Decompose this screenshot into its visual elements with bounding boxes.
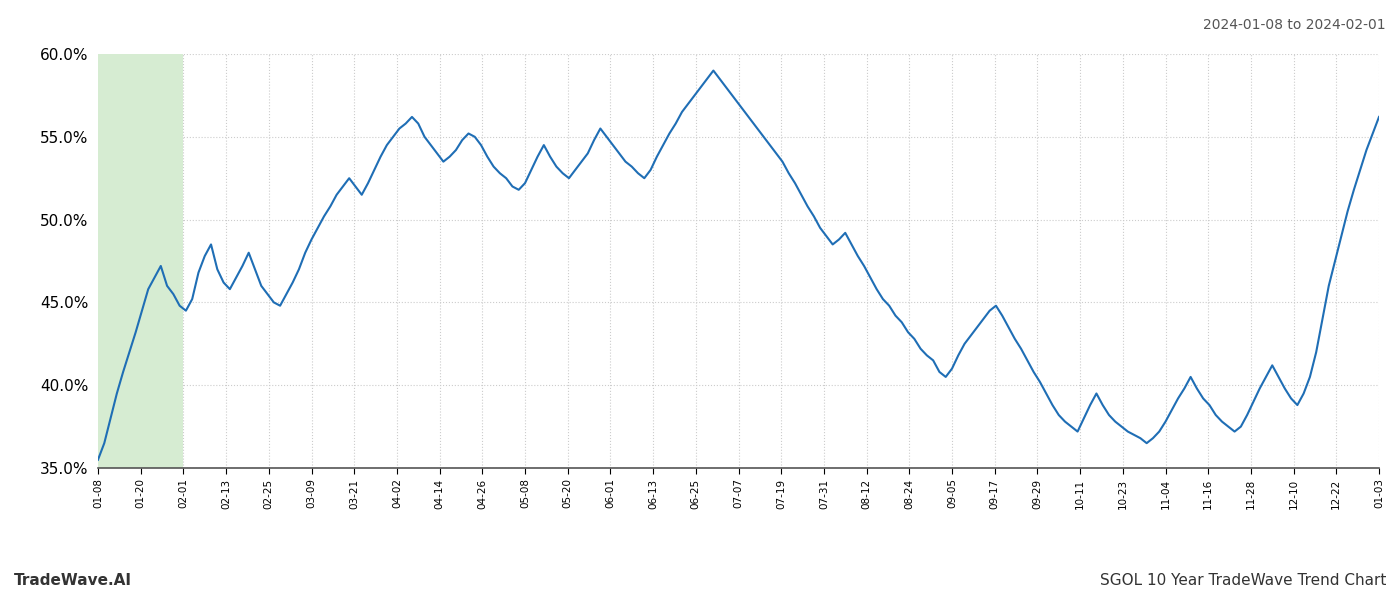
Text: TradeWave.AI: TradeWave.AI [14, 573, 132, 588]
Text: SGOL 10 Year TradeWave Trend Chart: SGOL 10 Year TradeWave Trend Chart [1099, 573, 1386, 588]
Bar [98, 54, 183, 468]
Text: 2024-01-08 to 2024-02-01: 2024-01-08 to 2024-02-01 [1204, 18, 1386, 32]
